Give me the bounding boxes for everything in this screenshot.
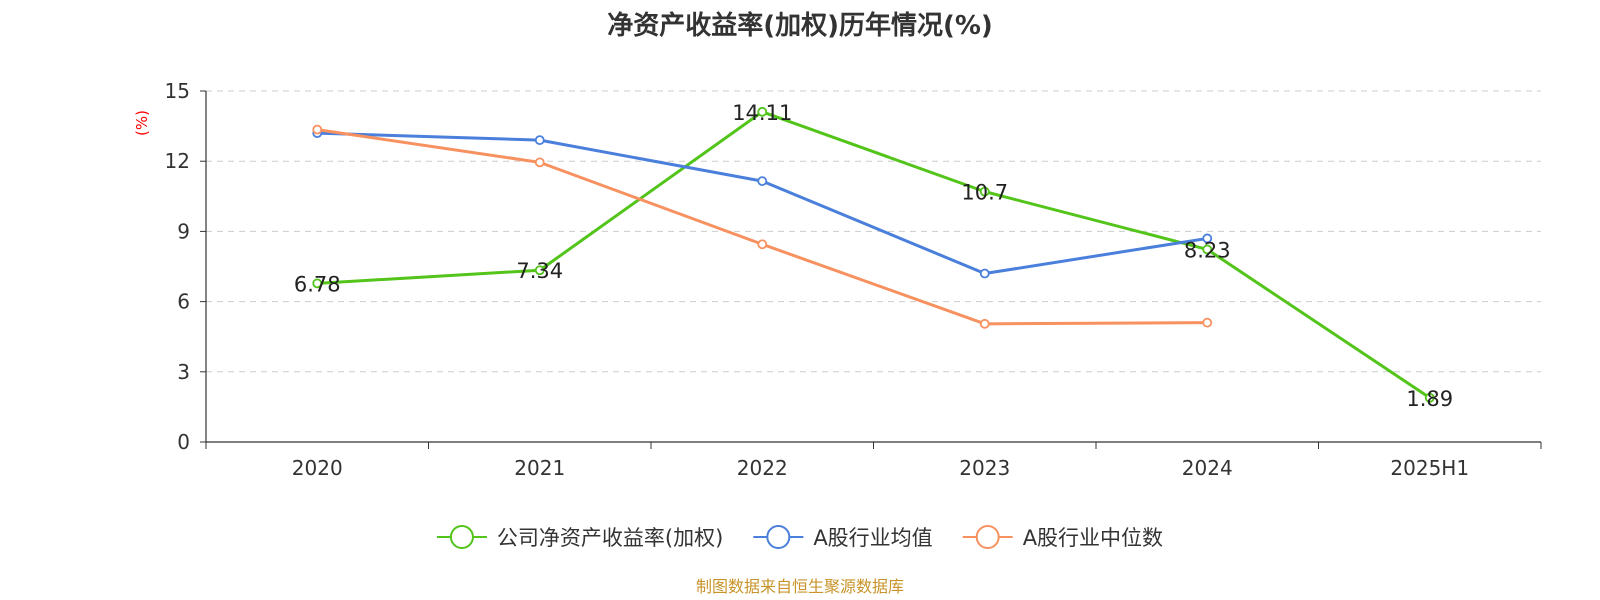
data-label: 14.11 [732, 101, 792, 125]
data-point[interactable] [534, 135, 545, 146]
series-line-0 [317, 110, 1431, 400]
legend-label: A股行业均值 [813, 526, 932, 550]
legend-marker-icon [975, 525, 1000, 549]
series-line-2 [317, 128, 1208, 326]
data-point[interactable] [1424, 392, 1435, 403]
data-label: 10.7 [961, 181, 1008, 205]
x-tick-label: 2023 [959, 456, 1010, 480]
chart-title: 净资产收益率(加权)历年情况(%) [607, 10, 993, 41]
series-lines [312, 106, 1435, 403]
x-tick-label: 2021 [514, 456, 565, 480]
legend-item-1[interactable]: A股行业均值 [753, 525, 933, 550]
x-tick-label: 2024 [1182, 456, 1233, 480]
legend: 公司净资产收益率(加权) A股行业均值 A股行业中位数 [436, 525, 1163, 550]
legend-item-0[interactable]: 公司净资产收益率(加权) [436, 525, 723, 550]
axes: 0 3 6 9 12 15 2020 2021 2022 2023 2024 2025H1 [165, 79, 1542, 480]
data-point[interactable] [757, 106, 768, 117]
data-point[interactable] [312, 278, 323, 289]
x-tick-label: 2022 [737, 456, 788, 480]
x-tick-label: 2025H1 [1390, 456, 1469, 480]
y-tick-label: 3 [177, 360, 190, 384]
legend-item-2[interactable]: A股行业中位数 [962, 525, 1163, 550]
legend-label: 公司净资产收益率(加权) [497, 526, 723, 550]
data-point[interactable] [979, 186, 990, 197]
y-tick-label: 9 [177, 219, 190, 243]
data-point[interactable] [1202, 233, 1213, 244]
data-label: 6.78 [294, 272, 341, 296]
data-point[interactable] [1202, 317, 1213, 328]
x-tick-label: 2020 [292, 456, 343, 480]
y-tick-label: 15 [165, 79, 190, 103]
y-axis-label: (%) [133, 110, 151, 136]
data-point[interactable] [312, 124, 323, 135]
data-point[interactable] [757, 239, 768, 250]
data-point[interactable] [534, 157, 545, 168]
grid-lines [206, 90, 1541, 373]
data-point[interactable] [1202, 244, 1213, 255]
data-point[interactable] [757, 176, 768, 186]
y-tick-label: 12 [165, 149, 190, 173]
series-line-1 [317, 131, 1208, 276]
source-note: 制图数据来自恒生聚源数据库 [696, 577, 904, 596]
data-label: 1.89 [1406, 387, 1453, 411]
data-label: 7.34 [516, 259, 563, 283]
legend-marker-icon [449, 525, 474, 549]
data-point[interactable] [979, 318, 990, 329]
y-tick-label: 6 [177, 290, 190, 314]
data-point[interactable] [979, 268, 990, 279]
data-point[interactable] [534, 265, 545, 276]
legend-marker-icon [766, 525, 791, 549]
y-tick-label: 0 [177, 430, 190, 454]
data-label: 8.23 [1184, 238, 1231, 262]
legend-label: A股行业中位数 [1023, 526, 1163, 550]
data-labels: 6.78 7.34 14.11 10.7 8.23 1.89 [294, 101, 1453, 411]
